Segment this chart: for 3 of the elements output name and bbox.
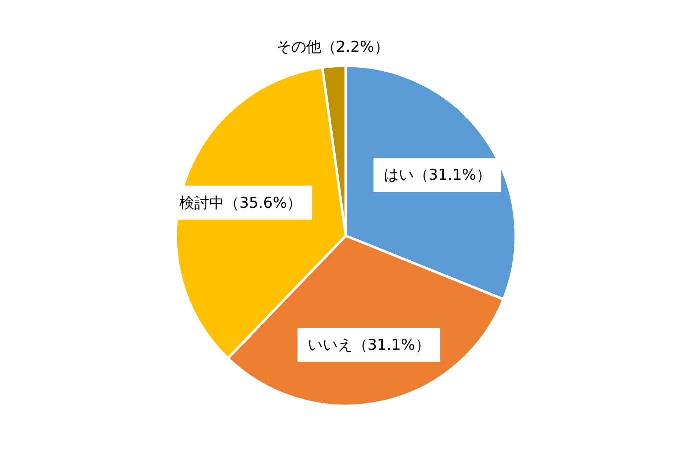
slice-label: いいえ（31.1%） (308, 336, 430, 354)
slice-label: 検討中（35.6%） (180, 194, 302, 212)
slice-label: はい（31.1%） (384, 166, 492, 184)
